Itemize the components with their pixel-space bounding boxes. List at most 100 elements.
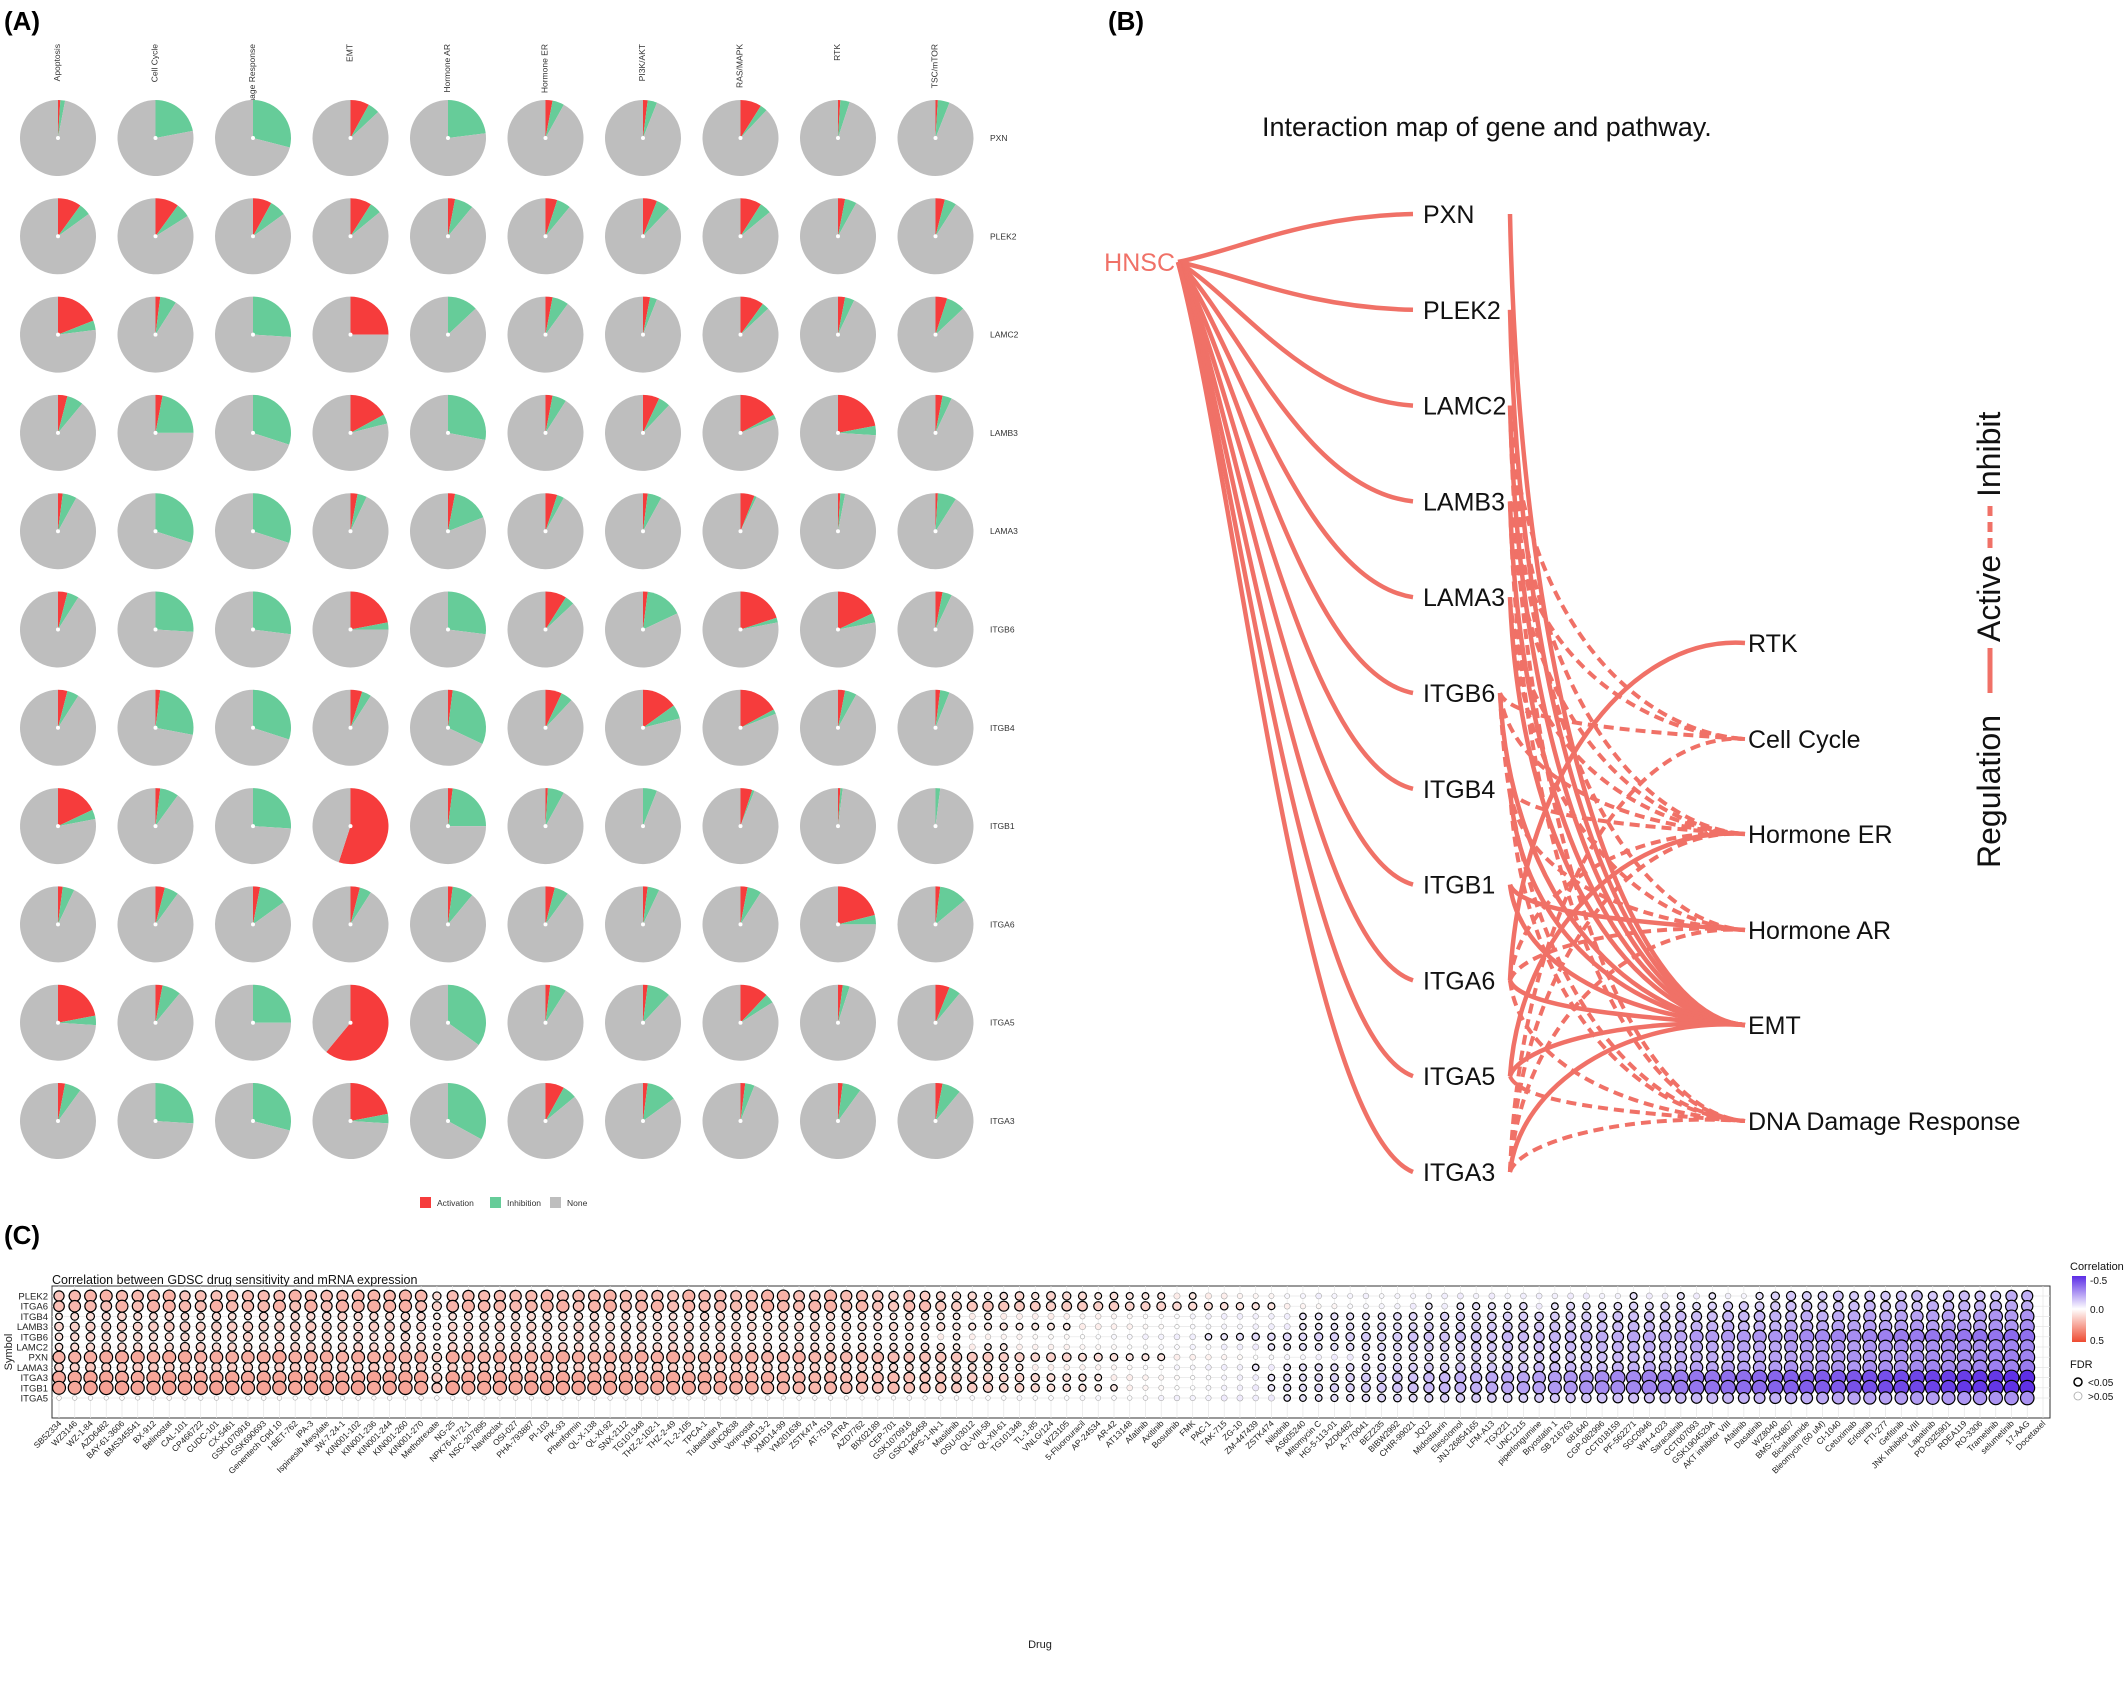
bubble-lamb3-99 [1612, 1320, 1624, 1333]
bubble-lamb3-23 [416, 1321, 427, 1332]
bubble-itgb6-29 [511, 1332, 521, 1342]
slice-inhibition [448, 984, 487, 1046]
bubble-lamc2-4 [117, 1342, 127, 1352]
bubble-pxn-74 [1221, 1354, 1228, 1361]
slice-inhibition [740, 887, 761, 925]
bubble-pxn-11 [225, 1350, 239, 1364]
bubble-lamc2-20 [369, 1342, 379, 1352]
bubble-itgb1-27 [477, 1380, 492, 1395]
bubble-itgb6-70 [1158, 1333, 1165, 1340]
slice-activation [58, 394, 68, 433]
slice-activation [643, 394, 660, 433]
pie-itgb4-cell-cycle [117, 689, 194, 766]
legend-label-none: None [567, 1198, 588, 1208]
bubble-pxn-80 [1315, 1354, 1322, 1361]
bubble-itgb6-51 [857, 1332, 867, 1341]
bubble-pxn-6 [146, 1350, 161, 1364]
pie-center-dot [738, 922, 743, 927]
slice-inhibition [935, 690, 950, 728]
bubble-plek2-106 [1724, 1292, 1732, 1300]
pie-center-dot [836, 627, 840, 632]
bubble-itgb1-78 [1283, 1383, 1292, 1392]
bubble-itgb4-74 [1220, 1313, 1228, 1320]
bubble-itga5-50 [843, 1395, 849, 1401]
bubble-itgb6-48 [810, 1332, 820, 1342]
bubble-lamc2-80 [1314, 1343, 1323, 1351]
row-label-lamb3: LAMB3 [990, 428, 1018, 438]
bubble-lama3-37 [636, 1362, 647, 1373]
bubble-itgb1-49 [824, 1381, 837, 1395]
bubble-pxn-61 [1014, 1352, 1025, 1363]
bubble-itga5-71 [1173, 1394, 1181, 1402]
slice-activation [935, 394, 943, 433]
bubble-lamb3-27 [479, 1321, 490, 1332]
bubble-pxn-0 [52, 1350, 66, 1364]
bubble-lama3-86 [1408, 1362, 1418, 1373]
bubble-itga3-86 [1407, 1372, 1419, 1383]
bubble-pxn-38 [650, 1350, 664, 1364]
slice-inhibition [58, 320, 96, 335]
bubble-itgb6-81 [1329, 1332, 1340, 1342]
bubble-itga6-93 [1519, 1301, 1528, 1311]
bubble-itgb4-6 [149, 1311, 158, 1321]
bubble-lama3-75 [1236, 1364, 1244, 1371]
bubble-itga3-77 [1267, 1373, 1276, 1382]
bubble-itga5-54 [906, 1395, 912, 1401]
bubble-itgb6-65 [1079, 1334, 1085, 1340]
bubble-pxn-44 [745, 1350, 759, 1364]
column-label-dna-damage-response: DNA Damage Response [247, 44, 257, 137]
slice-activation [155, 198, 178, 237]
bubble-lamb3-77 [1268, 1323, 1275, 1330]
bubble-itga6-65 [1077, 1300, 1088, 1312]
slice-inhibition [448, 788, 486, 827]
bubble-itgb6-22 [400, 1332, 411, 1342]
bubble-pxn-55 [919, 1351, 931, 1364]
bubble-itgb1-46 [776, 1381, 790, 1395]
bubble-itgb1-32 [555, 1380, 571, 1395]
pie-center-dot [543, 430, 548, 435]
bubble-lama3-62 [1031, 1364, 1039, 1371]
bubble-lama3-56 [936, 1363, 946, 1372]
gene-node-lamc2: LAMC2 [1423, 393, 1506, 421]
bubble-itgb6-39 [668, 1331, 678, 1342]
bubble-plek2-9 [194, 1290, 207, 1302]
bubble-pxn-27 [477, 1350, 491, 1364]
pie-itgb4-apoptosis [20, 689, 97, 766]
slice-activation [155, 296, 161, 335]
bubble-itga6-80 [1315, 1303, 1322, 1310]
bubble-itgb4-104 [1690, 1310, 1703, 1323]
bubble-lamc2-101 [1643, 1340, 1656, 1354]
bubble-pxn-12 [241, 1350, 255, 1364]
column-label-cell-cycle: Cell Cycle [150, 44, 160, 83]
slice-activation [643, 100, 648, 138]
slice-activation [58, 591, 68, 630]
bubble-pxn-89 [1455, 1352, 1465, 1362]
bubble-plek2-101 [1646, 1292, 1653, 1300]
bubble-pxn-78 [1284, 1354, 1291, 1361]
bubble-lamc2-16 [306, 1342, 316, 1352]
bubble-itgb4-3 [101, 1311, 111, 1321]
bubble-itga6-75 [1235, 1301, 1245, 1311]
pie-lama3-rtk [800, 493, 877, 570]
bubble-plek2-47 [793, 1290, 805, 1302]
bubble-itgb6-74 [1220, 1332, 1229, 1341]
bubble-itgb1-48 [808, 1381, 822, 1395]
slice-activation [740, 788, 753, 827]
slice-inhibition [643, 788, 657, 827]
bubble-itgb4-18 [337, 1311, 348, 1322]
bubble-itga5-48 [812, 1395, 818, 1401]
bubble-itgb1-21 [382, 1380, 397, 1395]
slice-inhibition [253, 788, 291, 829]
bubble-lamc2-60 [999, 1343, 1008, 1351]
bubble-lamc2-13 [259, 1342, 269, 1352]
bubble-lamc2-5 [132, 1342, 143, 1352]
bubble-pxn-7 [162, 1350, 177, 1365]
bubble-itgb1-29 [508, 1380, 523, 1395]
bubble-itga5-104 [1690, 1392, 1703, 1404]
bubble-itga6-1 [68, 1299, 82, 1313]
bubble-itgb6-0 [54, 1332, 64, 1342]
slice-inhibition [155, 690, 194, 735]
bubble-itgb4-36 [621, 1311, 631, 1321]
slice-inhibition [545, 495, 564, 532]
